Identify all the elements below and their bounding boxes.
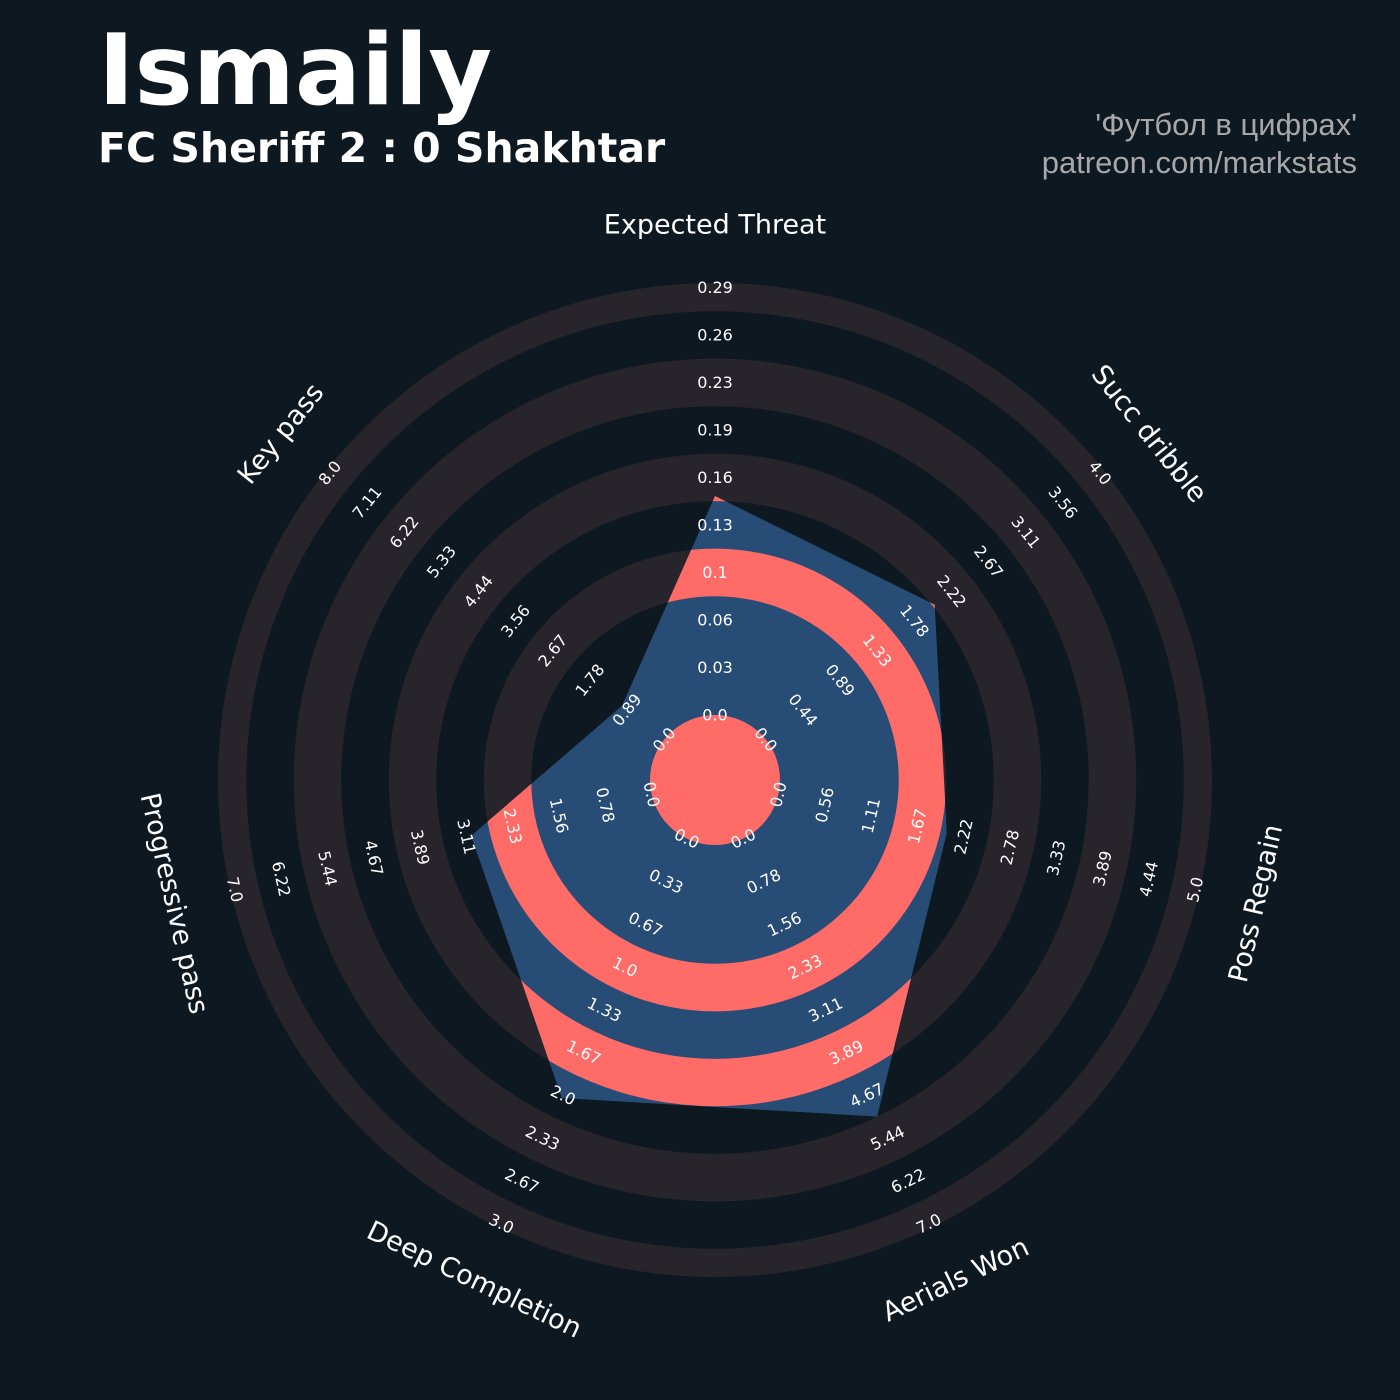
credit-line-1: 'Футбол в цифрах' xyxy=(1095,107,1357,142)
tick-label: 0.1 xyxy=(702,563,727,582)
tick-label: 0.13 xyxy=(697,516,733,535)
axis-name-label: Poss Regain xyxy=(1223,822,1289,986)
player-title: Ismaily xyxy=(98,14,493,128)
tick-label: 0.19 xyxy=(697,421,733,440)
tick-label: 0.29 xyxy=(697,278,733,297)
tick-label: 0.16 xyxy=(697,468,733,487)
tick-label: 0.26 xyxy=(697,326,733,345)
credit-line-2: patreon.com/markstats xyxy=(1041,145,1357,180)
tick-label: 0.0 xyxy=(702,706,727,725)
tick-label: 0.23 xyxy=(697,373,733,392)
credits-block: 'Футбол в цифрах' patreon.com/markstats xyxy=(1042,106,1357,182)
center-highlight xyxy=(650,715,780,845)
axis-name-label: Expected Threat xyxy=(604,210,826,241)
axis-name-label: Progressive pass xyxy=(134,790,215,1017)
match-subtitle: FC Sheriff 2 : 0 Shakhtar xyxy=(98,124,666,172)
axis-name-label: Aerials Won xyxy=(878,1232,1034,1329)
axis-name-label: Key pass xyxy=(232,378,331,491)
tick-label: 0.06 xyxy=(697,611,733,630)
tick-label: 0.03 xyxy=(697,658,733,677)
